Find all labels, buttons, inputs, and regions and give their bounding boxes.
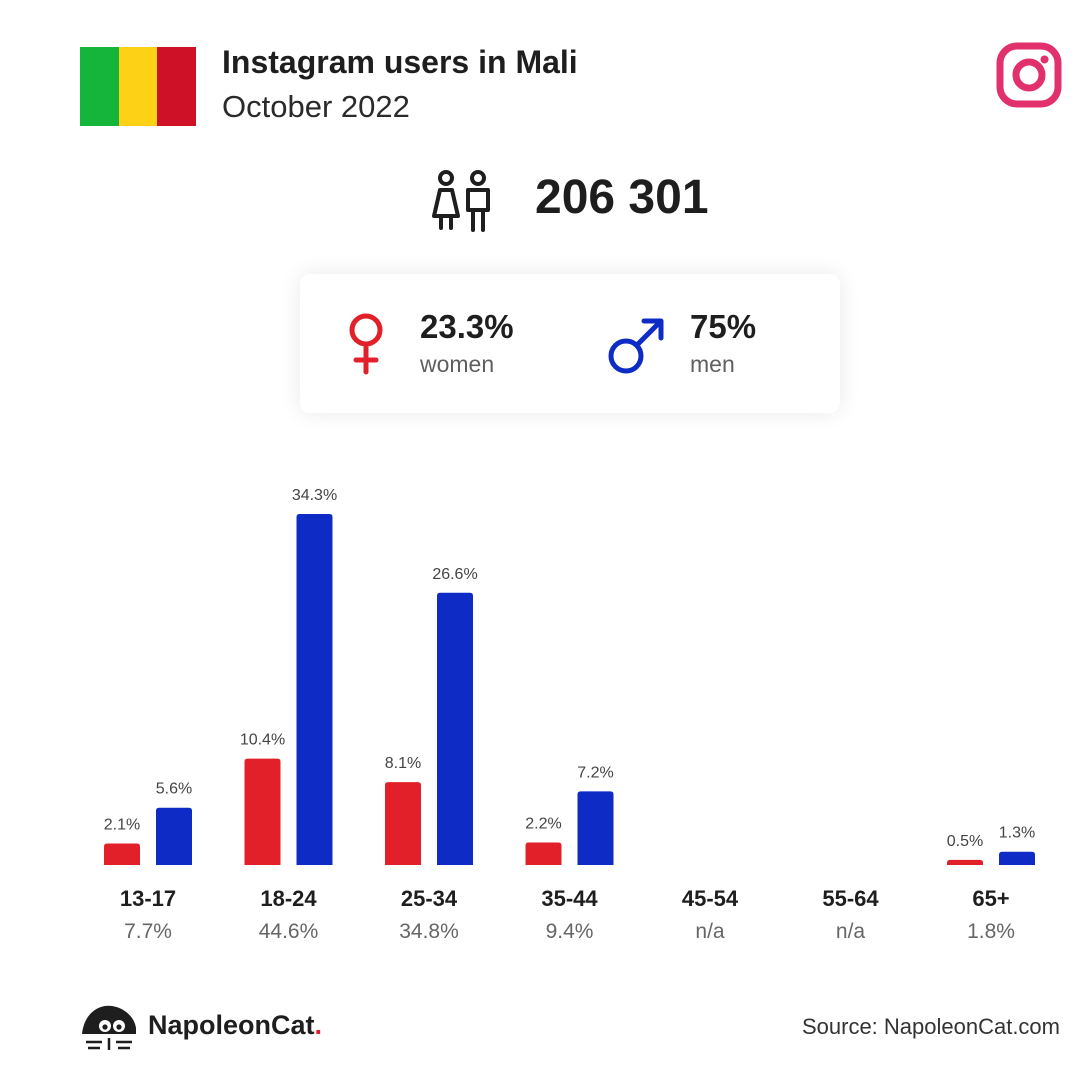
page-title: Instagram users in Mali	[222, 44, 578, 80]
page-subtitle: October 2022	[222, 89, 410, 124]
category-total-18-24: 44.6%	[259, 920, 319, 943]
bar-value-label-male-18-24: 34.3%	[292, 487, 337, 504]
gender-card: 23.3% women 75% men	[300, 274, 840, 413]
category-label-13-17: 13-17	[120, 886, 176, 911]
category-label-35-44: 35-44	[541, 886, 598, 911]
age-gender-bar-chart: 2.1% 5.6% 13-17 7.7% 10.4% 34.3% 18-24 44.6% 8.1…	[104, 487, 1035, 943]
bar-female-25-34	[385, 782, 421, 865]
male-label: men	[690, 351, 735, 377]
bar-female-35-44	[525, 842, 562, 865]
category-total-55-64: n/a	[836, 920, 866, 943]
total-users: 206 301	[535, 171, 709, 224]
bar-male-25-34	[437, 592, 473, 865]
bar-female-65+	[947, 859, 983, 865]
flag-stripe-green	[80, 47, 119, 126]
source-text: Source: NapoleonCat.com	[801, 1014, 1060, 1039]
category-label-18-24: 18-24	[260, 886, 317, 911]
bar-male-18-24	[296, 514, 333, 865]
category-total-45-54: n/a	[695, 920, 725, 943]
bar-female-13-17	[104, 843, 140, 865]
flag-stripe-yellow	[118, 47, 158, 126]
bar-value-label-female-65+: 0.5%	[947, 833, 983, 850]
bar-value-label-male-25-34: 26.6%	[432, 566, 477, 583]
bar-value-label-female-25-34: 8.1%	[385, 755, 421, 772]
female-percentage: 23.3%	[420, 308, 514, 345]
category-label-55-64: 55-64	[822, 886, 879, 911]
bar-value-label-female-18-24: 10.4%	[240, 732, 285, 749]
bar-male-13-17	[156, 807, 192, 865]
male-percentage: 75%	[690, 308, 757, 345]
bar-value-label-female-35-44: 2.2%	[525, 815, 561, 832]
bar-value-label-male-65+: 1.3%	[999, 825, 1035, 842]
male-icon	[608, 318, 664, 374]
bar-value-label-male-13-17: 5.6%	[156, 781, 192, 798]
brand-dot: .	[314, 1010, 323, 1040]
category-total-35-44: 9.4%	[546, 920, 594, 943]
category-total-25-34: 34.8%	[399, 920, 459, 943]
category-total-13-17: 7.7%	[124, 920, 172, 943]
napoleoncat-logo-icon	[82, 1005, 136, 1050]
mali-flag	[80, 47, 197, 126]
category-label-25-34: 25-34	[401, 886, 458, 911]
flag-stripe-red	[157, 47, 197, 126]
brand-text: NapoleonCat	[148, 1010, 315, 1040]
bar-female-18-24	[244, 758, 281, 865]
bar-male-35-44	[577, 791, 614, 865]
category-label-65+: 65+	[972, 886, 1009, 911]
bar-value-label-female-13-17: 2.1%	[104, 817, 140, 834]
category-total-65+: 1.8%	[967, 920, 1015, 943]
instagram-icon	[996, 42, 1062, 108]
bar-male-65+	[999, 851, 1035, 865]
category-label-45-54: 45-54	[682, 886, 739, 911]
brand-name: NapoleonCat.	[148, 1010, 322, 1041]
bar-value-label-male-35-44: 7.2%	[577, 764, 613, 781]
female-icon	[349, 313, 383, 375]
users-icon	[432, 170, 490, 232]
female-label: women	[420, 351, 495, 377]
